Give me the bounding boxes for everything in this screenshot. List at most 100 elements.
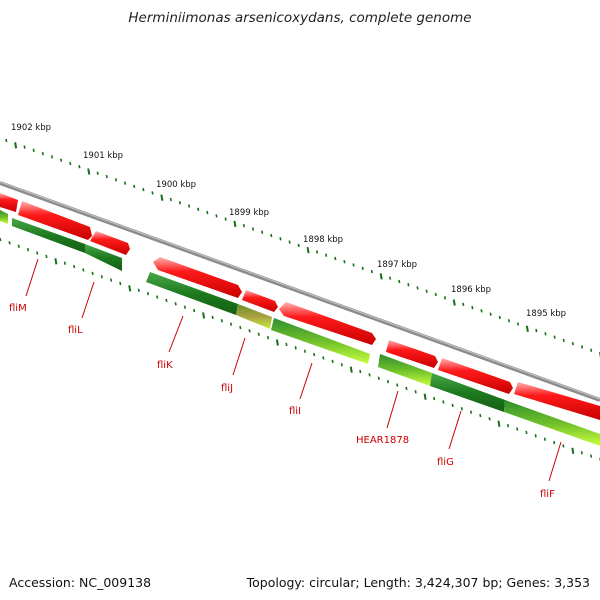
scale-tick (414, 390, 417, 394)
scale-tick (32, 148, 35, 152)
gene-fliI-forward[interactable] (279, 302, 376, 345)
gene-fliK2-forward[interactable] (153, 257, 242, 298)
gene-fliL-block[interactable] (12, 218, 85, 253)
gene-label[interactable]: HEAR1878 (356, 435, 409, 446)
scale-tick (580, 345, 584, 349)
gene-fliJ-forward[interactable] (242, 290, 278, 312)
gene-HEAR1878-reverse[interactable] (378, 354, 432, 386)
scale-tick (334, 256, 337, 261)
gene-fliM-reverse[interactable] (0, 210, 8, 224)
gene-label[interactable]: fliL (68, 325, 83, 336)
gene-fliG-reverse[interactable] (430, 373, 505, 412)
scale-label: 1897 kbp (377, 260, 417, 270)
gene-fliK-forward[interactable] (90, 231, 130, 255)
scale-tick (405, 386, 408, 391)
scale-tick (425, 289, 428, 293)
scale-tick (251, 227, 255, 231)
scale-tick (36, 251, 39, 255)
scale-tick (571, 447, 575, 455)
scale-tick (109, 278, 113, 282)
scale-tick (160, 194, 164, 201)
forward-strand-genes (0, 193, 600, 420)
scale-tick (119, 281, 122, 286)
scale-tick (124, 181, 127, 185)
scale-tick (261, 230, 264, 234)
gene-fliG-forward[interactable] (438, 358, 513, 394)
scale-tick (359, 369, 362, 374)
reverse-strand-genes (0, 210, 600, 446)
genome-summary-text: Topology: circular; Length: 3,424,307 bp… (246, 575, 590, 590)
scale-tick (285, 342, 288, 347)
scale-tick (91, 271, 94, 276)
gene-label-leader (232, 337, 246, 376)
outer-scale-ticks (5, 138, 600, 359)
gene-label-leader (548, 441, 562, 482)
gene-fliM-forward[interactable] (0, 193, 18, 212)
inner-scale-ticks (0, 237, 600, 462)
scale-tick (279, 237, 282, 241)
scale-tick (239, 325, 242, 330)
scale-tick (506, 423, 510, 428)
scale-tick (398, 279, 401, 284)
gene-fliJ-reverse[interactable] (236, 304, 272, 329)
scale-tick (443, 296, 447, 300)
scale-tick (368, 373, 371, 377)
scale-tick (377, 376, 380, 380)
scale-tick (516, 322, 520, 326)
scale-tick (288, 240, 291, 244)
scale-tick (434, 292, 437, 297)
gene-label[interactable]: fliM (9, 303, 27, 314)
scale-tick (151, 191, 154, 195)
scale-tick (87, 168, 91, 175)
gene-fliL-reverse[interactable] (85, 244, 122, 271)
scale-tick (497, 420, 501, 427)
gene-fliF-reverse[interactable] (504, 400, 600, 446)
scale-tick (105, 174, 108, 179)
scale-tick (224, 217, 227, 221)
scale-tick (215, 214, 218, 218)
gene-label[interactable]: fliF (540, 489, 555, 500)
scale-tick (315, 250, 319, 254)
scale-tick (361, 266, 364, 270)
scale-tick (229, 322, 233, 326)
gene-fliL-forward[interactable] (18, 201, 92, 240)
accession-text: Accession: NC_009138 (9, 575, 152, 590)
scale-tick (248, 329, 251, 333)
scale-tick (23, 145, 26, 149)
scale-tick (489, 312, 492, 316)
scale-tick (389, 276, 392, 280)
scale-tick (352, 263, 355, 267)
gene-label-leader (448, 410, 462, 450)
scale-tick (433, 396, 436, 401)
gene-HEAR1878-forward[interactable] (386, 340, 438, 368)
gene-label[interactable]: fliI (289, 406, 301, 417)
scale-tick (562, 338, 565, 343)
scale-tick (553, 440, 556, 445)
scale-tick (26, 247, 30, 252)
scale-tick (174, 302, 177, 306)
scale-tick (100, 275, 103, 279)
scale-tick (266, 335, 270, 340)
scale-tick (14, 142, 18, 149)
scale-tick (343, 260, 346, 264)
scale-label: 1902 kbp (11, 123, 51, 133)
scale-tick (183, 305, 186, 309)
gene-fliK-reverse[interactable] (146, 272, 238, 315)
scale-tick (534, 434, 537, 438)
gene-label[interactable]: fliG (437, 457, 454, 468)
gene-label[interactable]: fliJ (221, 383, 233, 394)
scale-tick (451, 403, 454, 408)
scale-label: 1898 kbp (303, 235, 343, 245)
scale-tick (60, 158, 63, 162)
gene-label[interactable]: fliK (157, 360, 173, 371)
gene-fliI-reverse[interactable] (271, 318, 370, 364)
scale-tick (370, 269, 373, 274)
scale-label: 1899 kbp (229, 208, 269, 218)
scale-tick (396, 383, 399, 387)
scale-tick (331, 359, 334, 364)
scale-tick (442, 400, 445, 404)
scale-tick (340, 363, 343, 367)
genome-backbone (0, 181, 600, 402)
gene-fliF-forward[interactable] (514, 382, 600, 420)
genome-backbone-highlight (0, 181, 600, 400)
